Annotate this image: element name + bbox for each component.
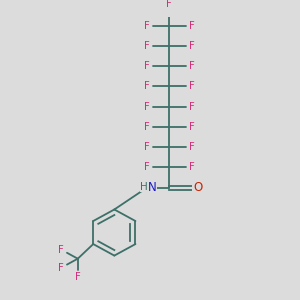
Text: F: F [144, 81, 149, 92]
Text: F: F [167, 0, 172, 9]
Text: F: F [58, 263, 64, 273]
Text: F: F [189, 81, 195, 92]
Text: F: F [144, 102, 149, 112]
Text: F: F [144, 41, 149, 51]
Text: N: N [148, 181, 157, 194]
Text: F: F [189, 142, 195, 152]
Text: F: F [75, 272, 81, 282]
Text: F: F [189, 21, 195, 31]
Text: F: F [189, 102, 195, 112]
Text: F: F [189, 162, 195, 172]
Text: F: F [144, 61, 149, 71]
Text: H: H [140, 182, 148, 192]
Text: F: F [189, 122, 195, 132]
Text: F: F [144, 21, 149, 31]
Text: F: F [144, 142, 149, 152]
Text: F: F [58, 245, 64, 255]
Text: F: F [144, 122, 149, 132]
Text: O: O [193, 181, 202, 194]
Text: F: F [189, 41, 195, 51]
Text: F: F [144, 162, 149, 172]
Text: F: F [189, 61, 195, 71]
